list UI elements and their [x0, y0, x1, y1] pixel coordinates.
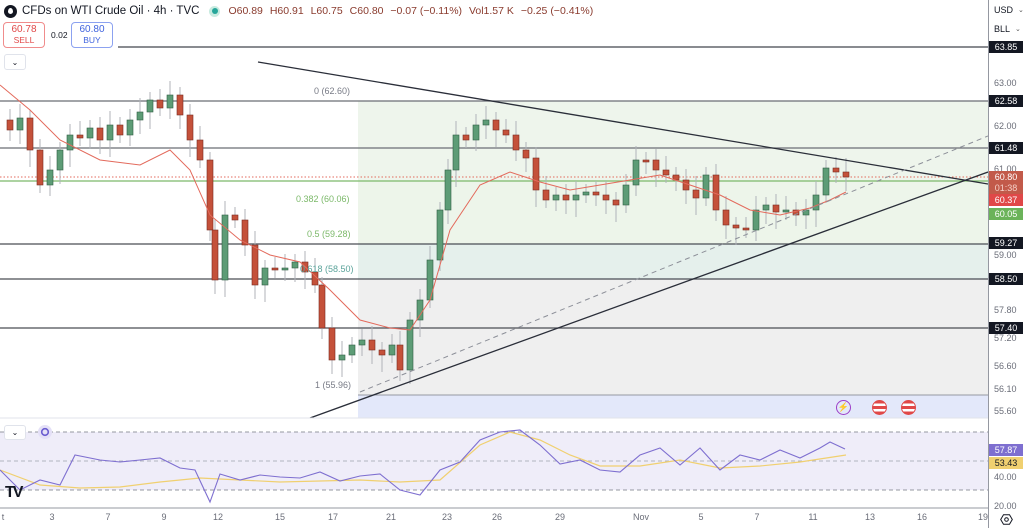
rsi-ma-value-tag: 53.43 — [989, 457, 1023, 469]
price-tag-62-58: 62.58 — [989, 95, 1023, 107]
close-value: C60.80 — [349, 5, 384, 17]
ascending-trendline — [309, 171, 988, 419]
tradingview-logo[interactable]: TV — [5, 484, 24, 501]
time-tick: Nov — [632, 512, 650, 522]
fib-zone-382-5 — [358, 181, 988, 244]
time-tick: 12 — [212, 512, 224, 522]
open-value: O60.89 — [228, 5, 263, 17]
time-tick: 15 — [274, 512, 286, 522]
price-tag-61-48: 61.48 — [989, 142, 1023, 154]
legend-collapse-button[interactable]: ⌄ — [4, 54, 26, 70]
time-tick: 17 — [327, 512, 339, 522]
currency-selector[interactable]: USD ⌄ — [988, 0, 1024, 19]
price-axis-border — [988, 0, 989, 528]
fib-label-1: 1 (55.96) — [315, 380, 352, 390]
ohlc-values: O60.89 H60.91 L60.75 C60.80 −0.07 (−0.11… — [228, 5, 597, 17]
change-value: −0.07 (−0.11%) — [390, 5, 463, 17]
oil-drop-icon — [4, 4, 17, 18]
time-tick: 23 — [441, 512, 453, 522]
time-tick: 26 — [491, 512, 503, 522]
fib-zone-618-1 — [358, 279, 988, 395]
trade-panel: 60.78 SELL 0.02 60.80 BUY — [3, 22, 113, 48]
chevron-down-icon: ⌄ — [1018, 6, 1024, 14]
time-tick: 13 — [864, 512, 876, 522]
time-tick: 19 — [977, 512, 989, 522]
buy-price: 60.80 — [79, 24, 105, 35]
time-tick: 11 — [808, 512, 818, 522]
candlestick-series — [6, 81, 850, 384]
price-tick: 56.60 — [994, 361, 1017, 371]
last-price-tag: 60.80 — [989, 171, 1023, 183]
price-chart[interactable] — [0, 0, 988, 528]
price-tag-60-05: 60.05 — [989, 208, 1023, 220]
rsi-collapse-button[interactable]: ⌄ — [4, 425, 26, 440]
time-tick: 29 — [554, 512, 566, 522]
bar-countdown: 01:38 — [989, 182, 1023, 194]
moving-average-line — [0, 84, 847, 331]
volume-change-value: −0.25 (−0.41%) — [520, 5, 594, 17]
price-tag-57-40: 57.40 — [989, 322, 1023, 334]
price-tick: 56.10 — [994, 384, 1017, 394]
chevron-down-icon: ⌄ — [11, 428, 19, 437]
buy-button[interactable]: 60.80 BUY — [71, 22, 113, 48]
rsi-ma-line — [0, 431, 847, 489]
price-tick: 61.00 — [994, 164, 1017, 174]
currency-label: USD — [994, 4, 1014, 15]
fib-zone-5-618 — [358, 244, 988, 279]
time-tick: 3 — [49, 512, 55, 522]
chevron-down-icon: ⌄ — [11, 57, 19, 67]
sell-price: 60.78 — [11, 24, 37, 35]
time-tick: t — [1, 512, 5, 522]
sell-button[interactable]: 60.78 SELL — [3, 22, 45, 48]
time-tick: 5 — [698, 512, 704, 522]
time-tick: 16 — [916, 512, 928, 522]
chart-settings-button[interactable] — [999, 513, 1013, 525]
us-flag-event-icon[interactable] — [872, 400, 887, 415]
fib-label-0: 0 (62.60) — [314, 86, 351, 96]
fib-zone-below-1 — [358, 395, 988, 418]
rsi-value-tag: 57.87 — [989, 444, 1023, 456]
gear-icon — [999, 513, 1013, 525]
unit-selector[interactable]: BLL ⌄ — [988, 19, 1024, 38]
rsi-sync-button[interactable] — [38, 425, 52, 439]
lightning-event-icon[interactable]: ⚡ — [836, 400, 851, 415]
time-tick: 21 — [385, 512, 397, 522]
price-tick: 55.60 — [994, 406, 1017, 416]
axis-selectors: USD ⌄ BLL ⌄ — [988, 0, 1024, 38]
price-tick: 62.00 — [994, 121, 1017, 131]
price-tag-59-27: 59.27 — [989, 237, 1023, 249]
price-tick: 57.20 — [994, 333, 1017, 343]
time-tick: 9 — [161, 512, 167, 522]
us-flag-event-icon[interactable] — [901, 400, 916, 415]
price-tag-58-50: 58.50 — [989, 273, 1023, 285]
descending-trendline — [257, 61, 988, 185]
price-tick: 63.00 — [994, 78, 1017, 88]
price-tag-63-85: 63.85 — [989, 41, 1023, 53]
market-open-icon — [209, 5, 221, 17]
fib-label-0-618: 0.618 (58.50) — [300, 264, 354, 274]
fib-label-0-382: 0.382 (60.06) — [296, 194, 350, 204]
unit-label: BLL — [994, 23, 1011, 34]
symbol-legend: CFDs on WTI Crude Oil · 4h · TVC O60.89 … — [4, 2, 597, 20]
rsi-line — [0, 429, 846, 504]
chevron-down-icon: ⌄ — [1015, 25, 1021, 33]
rsi-tick: 20.00 — [994, 501, 1017, 511]
time-tick: 7 — [754, 512, 760, 522]
symbol-title[interactable]: CFDs on WTI Crude Oil · 4h · TVC — [22, 5, 200, 17]
high-value: H60.91 — [269, 5, 304, 17]
fib-label-0-5: 0.5 (59.28) — [307, 229, 351, 239]
low-value: L60.75 — [310, 5, 343, 17]
spread-value: 0.02 — [51, 30, 68, 40]
ma-value-tag: 60.37 — [989, 194, 1023, 206]
fib-zone-0-382 — [358, 101, 988, 181]
price-tick: 59.00 — [994, 250, 1017, 260]
sell-label: SELL — [13, 35, 35, 45]
volume-value: Vol1.57 K — [468, 5, 514, 17]
buy-label: BUY — [83, 35, 101, 45]
time-tick: 7 — [105, 512, 111, 522]
refresh-icon — [40, 427, 50, 437]
rsi-tick: 40.00 — [994, 472, 1017, 482]
price-tick: 57.80 — [994, 305, 1017, 315]
